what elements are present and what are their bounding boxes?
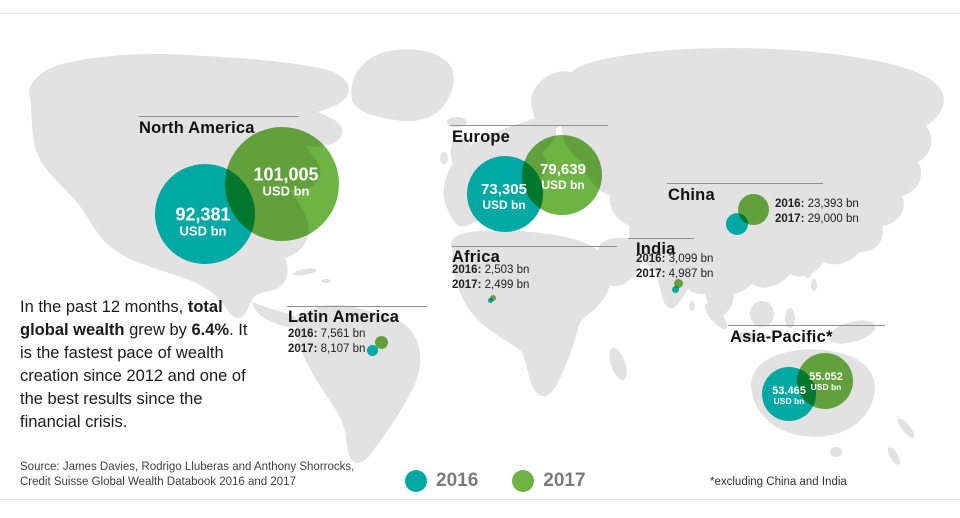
stat-year: 2017:: [288, 342, 318, 355]
bottom-divider: [0, 499, 960, 500]
label-line-latin-america: [287, 306, 427, 307]
value-unit: USD bn: [810, 382, 842, 393]
label-line-india: [628, 238, 694, 239]
region-stats-latin-america: 2016: 7,561 bn 2017: 8,107 bn: [288, 327, 365, 356]
value-number: 101,005: [253, 164, 319, 185]
stat-line-2017: 2017: 8,107 bn: [288, 342, 365, 357]
intro-bold-growth-rate: 6.4%: [191, 321, 230, 339]
stat-value: 29,000 bn: [807, 212, 859, 225]
source-line-1: Source: James Davies, Rodrigo Lluberas a…: [20, 461, 355, 473]
region-label-africa: Africa: [452, 248, 500, 266]
intro-text: In the past 12 months, total global weal…: [20, 296, 256, 434]
value-unit: USD bn: [541, 177, 585, 192]
bubble-2017-india: [674, 279, 683, 288]
stat-line-2016: 2016: 3,099 bn: [636, 252, 713, 267]
bubble-2016-latin-america: [367, 345, 378, 356]
stat-year: 2017:: [636, 267, 666, 280]
value-unit: USD bn: [262, 183, 310, 199]
stat-value: 3,099 bn: [668, 253, 714, 265]
value-unit: USD bn: [482, 197, 526, 212]
bubble-value-2017-north-america: 101,005 USD bn: [253, 165, 318, 200]
bubble-2016-india: [672, 286, 679, 293]
legend-label-2016: 2016: [436, 470, 479, 491]
value-unit: USD bn: [179, 223, 227, 239]
value-unit: USD bn: [773, 396, 805, 407]
region-label-india: India: [636, 240, 676, 258]
region-label-china: China: [668, 186, 715, 204]
stat-line-2016: 2016: 2,503 bn: [452, 263, 529, 278]
stat-line-2016: 2016: 23,393 bn: [775, 197, 859, 212]
stat-value: 4,987 bn: [668, 267, 714, 280]
stat-value: 7,561 bn: [320, 328, 366, 340]
stat-line-2017: 2017: 4,987 bn: [636, 267, 713, 282]
stat-year: 2017:: [775, 212, 805, 225]
region-label-latin-america: Latin America: [288, 308, 400, 326]
label-line-africa: [452, 246, 617, 247]
bubble-2017-africa: [490, 295, 496, 301]
intro-segment: . It is the fastest pace of wealth creat…: [20, 321, 248, 431]
value-number: 73,305: [481, 180, 527, 198]
top-divider: [0, 13, 960, 14]
stat-value: 8,107 bn: [320, 342, 366, 355]
value-number: 55.052: [809, 371, 843, 384]
stat-year: 2017:: [452, 278, 482, 291]
bubble-2017-latin-america: [375, 336, 388, 349]
legend-swatch-2016: [405, 470, 427, 492]
value-number: 79,639: [540, 160, 586, 178]
intro-bold-total-global-wealth: total global wealth: [20, 298, 223, 339]
bubble-value-2016-europe: 73,305 USD bn: [481, 180, 527, 212]
stat-line-2017: 2017: 2,499 bn: [452, 278, 529, 293]
bubble-value-2017-europe: 79,639 USD bn: [540, 160, 586, 192]
stat-line-2017: 2017: 29,000 bn: [775, 212, 859, 227]
intro-segment: In the past 12 months,: [20, 298, 188, 316]
value-number: 53.465: [772, 385, 806, 398]
stat-value: 2,499 bn: [484, 278, 530, 291]
legend-label-2017: 2017: [543, 470, 586, 491]
stat-year: 2016:: [775, 198, 805, 210]
source-text: Source: James Davies, Rodrigo Lluberas a…: [20, 460, 354, 490]
region-label-europe: Europe: [452, 128, 511, 146]
bubble-2017-asia-pacific: [797, 353, 853, 409]
intro-segment: grew by: [124, 321, 192, 339]
source-line-2: Credit Suisse Global Wealth Databook 201…: [20, 476, 296, 488]
label-line-europe: [450, 125, 608, 126]
stat-value: 23,393 bn: [807, 198, 859, 210]
bubble-value-2017-asia-pacific: 55.052 USD bn: [809, 371, 843, 393]
stat-year: 2016:: [452, 264, 482, 276]
stat-line-2016: 2016: 7,561 bn: [288, 327, 365, 342]
stat-value: 2,503 bn: [484, 264, 530, 276]
label-line-asia-pacific: [728, 325, 885, 326]
stat-year: 2016:: [288, 328, 318, 340]
legend: 2016 2017: [405, 470, 586, 492]
footnote-text: *excluding China and India: [710, 476, 847, 488]
bubble-2017-north-america: [225, 127, 339, 241]
label-line-china: [667, 183, 823, 184]
stat-year: 2016:: [636, 253, 666, 265]
bubble-2017-china: [738, 194, 769, 225]
legend-swatch-2017: [512, 470, 535, 492]
region-label-asia-pacific: Asia-Pacific*: [730, 328, 833, 346]
region-stats-india: 2016: 3,099 bn 2017: 4,987 bn: [636, 252, 713, 281]
bubble-2017-europe: [522, 135, 602, 215]
value-number: 92,381: [175, 204, 231, 225]
bubble-value-2016-asia-pacific: 53.465 USD bn: [772, 385, 806, 407]
bubble-value-2016-north-america: 92,381 USD bn: [175, 205, 230, 240]
region-stats-china: 2016: 23,393 bn 2017: 29,000 bn: [775, 197, 859, 226]
region-label-north-america: North America: [139, 119, 255, 137]
region-stats-africa: 2016: 2,503 bn 2017: 2,499 bn: [452, 263, 529, 292]
label-line-north-america: [139, 116, 299, 117]
